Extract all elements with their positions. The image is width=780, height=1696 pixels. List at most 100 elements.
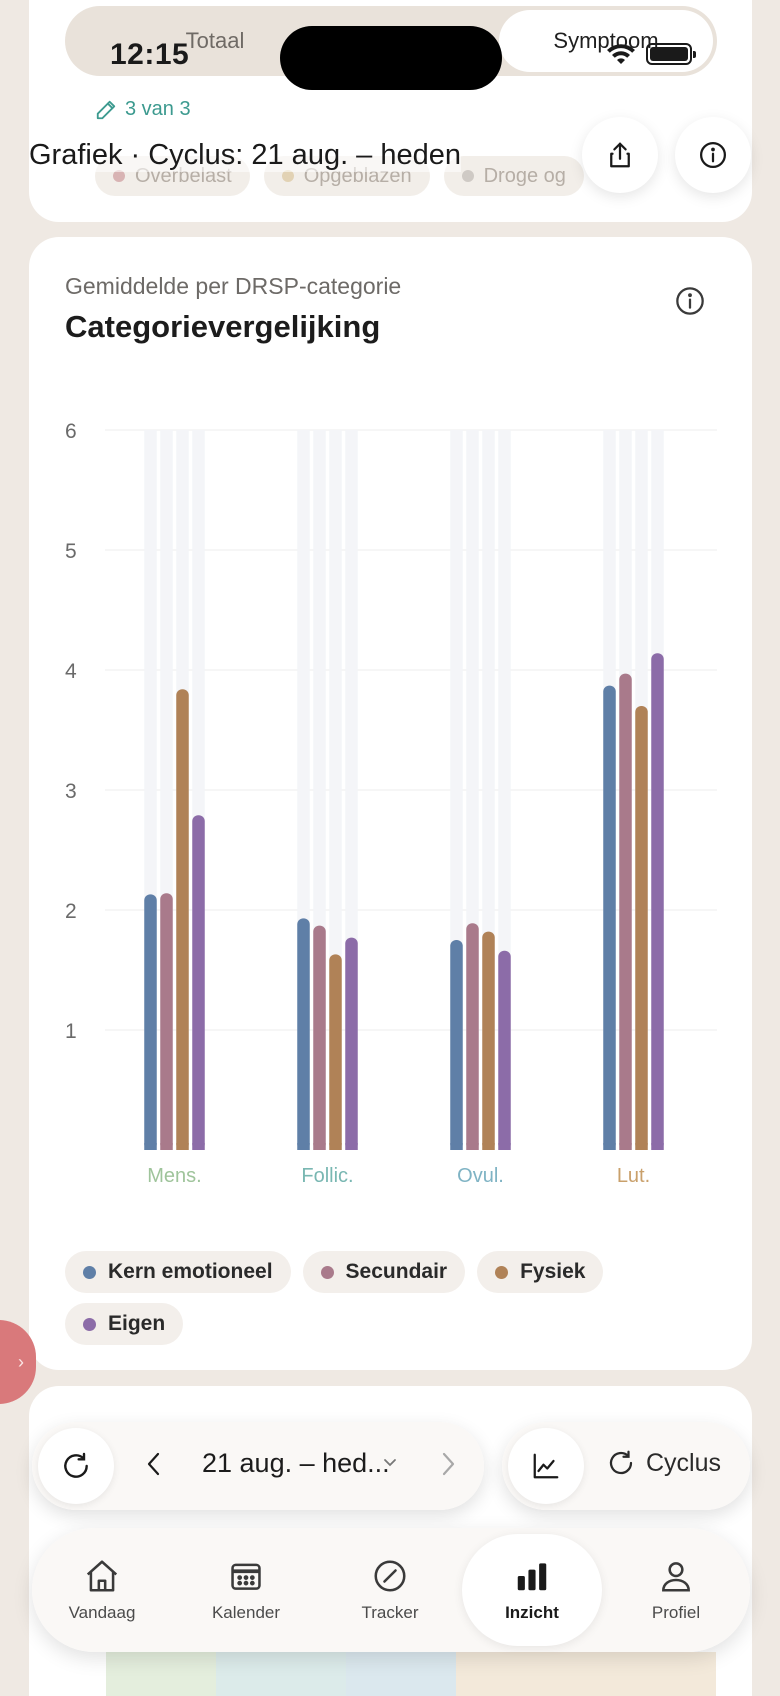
tab-bar: Vandaag Kalender Tracker Inzicht Profiel — [32, 1528, 750, 1652]
info-icon — [676, 287, 704, 315]
cycle-icon — [609, 1450, 633, 1475]
bar[interactable] — [482, 931, 495, 1150]
legend-item-secundair[interactable]: Secundair — [302, 1251, 466, 1293]
bar-base — [313, 1143, 326, 1150]
tab-label: Kalender — [211, 1603, 281, 1622]
chart-legend: Kern emotioneel Secundair Fysiek Eigen — [65, 1251, 705, 1345]
legend-label: Fysiek — [520, 1260, 586, 1283]
bar[interactable] — [498, 950, 511, 1150]
bar[interactable] — [345, 937, 358, 1150]
battery-icon — [646, 43, 696, 65]
x-tick-label: Follic. — [301, 1165, 353, 1187]
person-icon — [662, 1562, 690, 1592]
chip-dot — [461, 170, 474, 182]
bar[interactable] — [329, 954, 342, 1150]
chip-dot — [281, 170, 294, 182]
legend-dot — [83, 1265, 96, 1279]
bar-base — [619, 1143, 632, 1150]
chevron-right-icon: › — [18, 1351, 24, 1372]
cycle-mode-button[interactable]: Cyclus — [606, 1448, 721, 1478]
bar-base — [635, 1143, 648, 1150]
y-tick-label: 6 — [65, 420, 77, 443]
chevron-left-icon — [147, 1452, 160, 1476]
y-tick-label: 5 — [65, 540, 77, 563]
legend-dot — [320, 1265, 334, 1279]
tab-inzicht[interactable]: Inzicht — [462, 1534, 602, 1646]
bar[interactable] — [651, 653, 664, 1150]
tab-label: Vandaag — [68, 1603, 136, 1622]
legend-item-kern-emotioneel[interactable]: Kern emotioneel — [65, 1251, 291, 1293]
tab-label: Tracker — [361, 1603, 419, 1622]
bar[interactable] — [466, 923, 479, 1150]
bar[interactable] — [603, 685, 616, 1150]
range-label[interactable]: 21 aug. – hed... — [202, 1448, 390, 1478]
refresh-button[interactable] — [38, 1428, 114, 1504]
wifi-icon — [607, 44, 635, 64]
y-tick-label: 2 — [65, 900, 77, 923]
tab-label: Inzicht — [505, 1603, 559, 1622]
chart-info-button[interactable] — [674, 285, 706, 322]
y-tick-label: 4 — [65, 660, 77, 683]
calendar-icon — [231, 1563, 261, 1590]
share-icon — [610, 142, 630, 168]
bar[interactable] — [192, 815, 205, 1150]
tab-profiel[interactable]: Profiel — [606, 1528, 746, 1652]
x-tick-label: Mens. — [147, 1165, 201, 1187]
bar-base — [144, 1143, 157, 1150]
chevron-right-icon — [442, 1452, 455, 1476]
dynamic-island — [280, 26, 502, 90]
segment-totaal[interactable]: Totaal — [65, 6, 365, 76]
house-icon — [86, 1560, 118, 1592]
chevron-down-icon[interactable] — [382, 1456, 398, 1475]
next-range-button[interactable] — [436, 1446, 460, 1487]
x-tick-label: Ovul. — [457, 1165, 504, 1187]
bar-base — [466, 1143, 479, 1150]
bar-base — [160, 1143, 173, 1150]
bar-base — [192, 1143, 205, 1150]
chip-dot — [113, 170, 125, 182]
chart-mode-button[interactable] — [508, 1428, 584, 1504]
bar[interactable] — [176, 689, 189, 1150]
counter-text: 3 van 3 — [125, 98, 191, 120]
category-comparison-card: Gemiddelde per DRSP-categorie Categoriev… — [29, 237, 752, 1370]
segment-symptoom[interactable]: Symptoom — [499, 10, 713, 72]
category-bar-chart: 1 2 3 4 5 6 Mens. Follic. Ovul. Lut. — [65, 420, 717, 1187]
previous-range-button[interactable] — [142, 1446, 166, 1487]
legend-label: Kern emotioneel — [108, 1260, 273, 1283]
bar[interactable] — [619, 673, 632, 1150]
bar-base — [603, 1143, 616, 1150]
legend-label: Eigen — [108, 1312, 166, 1335]
mode-control: Cyclus — [502, 1422, 750, 1510]
tab-kalender[interactable]: Kalender — [176, 1528, 316, 1652]
symptom-chip[interactable]: Droge og — [443, 156, 584, 196]
chart-subtitle: Gemiddelde per DRSP-categorie — [65, 273, 402, 299]
legend-dot — [83, 1317, 96, 1331]
segment-totaal-label: Totaal — [185, 28, 245, 53]
bar[interactable] — [160, 893, 173, 1150]
share-button[interactable] — [582, 117, 658, 193]
refresh-icon — [64, 1452, 88, 1478]
tab-vandaag[interactable]: Vandaag — [32, 1528, 172, 1652]
bar[interactable] — [297, 918, 310, 1150]
bar[interactable] — [450, 940, 463, 1150]
page-title: Grafiek · Cyclus: 21 aug. – heden — [29, 139, 462, 172]
chip-label: Droge og — [483, 164, 566, 187]
pencil-icon — [96, 100, 116, 119]
info-icon — [700, 142, 726, 168]
legend-item-fysiek[interactable]: Fysiek — [477, 1251, 604, 1293]
info-button[interactable] — [675, 117, 751, 193]
selection-counter[interactable]: 3 van 3 — [95, 98, 191, 121]
bar-base — [345, 1143, 358, 1150]
tracker-icon — [374, 1560, 406, 1592]
bar-chart-icon — [517, 1563, 547, 1591]
bar-base — [329, 1143, 342, 1150]
y-tick-label: 1 — [65, 1020, 77, 1043]
cycle-mode-label: Cyclus — [646, 1448, 722, 1477]
bar-base — [651, 1143, 664, 1150]
status-icons — [606, 42, 696, 66]
bar[interactable] — [313, 925, 326, 1150]
legend-item-eigen[interactable]: Eigen — [65, 1303, 184, 1345]
tab-tracker[interactable]: Tracker — [320, 1528, 460, 1652]
bar[interactable] — [635, 706, 648, 1150]
bar[interactable] — [144, 894, 157, 1150]
